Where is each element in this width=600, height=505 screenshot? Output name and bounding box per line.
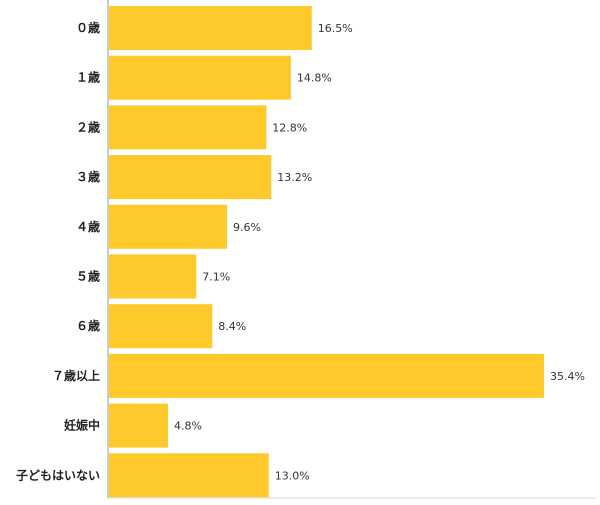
value-label-5: 7.1% [202, 271, 230, 284]
value-label-1: 14.8% [297, 72, 332, 85]
category-label-2: ２歳 [76, 119, 100, 134]
value-label-8: 4.8% [174, 420, 202, 433]
value-label-7: 35.4% [550, 370, 585, 383]
bar-6 [109, 304, 213, 349]
category-label-0: ０歳 [76, 20, 100, 35]
bar-7 [109, 353, 544, 398]
value-label-4: 9.6% [233, 221, 261, 234]
category-label-9: 子どもはいない [16, 468, 100, 482]
category-label-7: ７歳以上 [52, 368, 100, 383]
bars-group [109, 6, 544, 498]
category-label-8: 妊娠中 [64, 418, 100, 433]
bar-2 [109, 105, 267, 150]
bar-8 [109, 403, 168, 448]
bar-3 [109, 155, 272, 200]
category-label-6: ６歳 [76, 318, 100, 333]
value-label-0: 16.5% [318, 22, 353, 35]
category-label-4: ４歳 [76, 219, 100, 234]
value-labels-group: 16.5% 14.8% 12.8% 13.2% 9.6% 7.1% 8.4% 35.4% 4.8… [174, 22, 585, 482]
value-label-6: 8.4% [218, 320, 246, 333]
value-label-9: 13.0% [275, 469, 310, 482]
value-label-3: 13.2% [277, 171, 312, 184]
bar-4 [109, 204, 227, 249]
category-label-5: ５歳 [76, 269, 100, 284]
value-label-2: 12.8% [272, 121, 307, 134]
bar-0 [109, 6, 312, 50]
bar-9 [109, 453, 269, 498]
category-label-3: ３歳 [76, 169, 100, 184]
bar-5 [109, 254, 197, 299]
category-label-1: １歳 [76, 70, 100, 85]
bar-1 [109, 55, 291, 100]
